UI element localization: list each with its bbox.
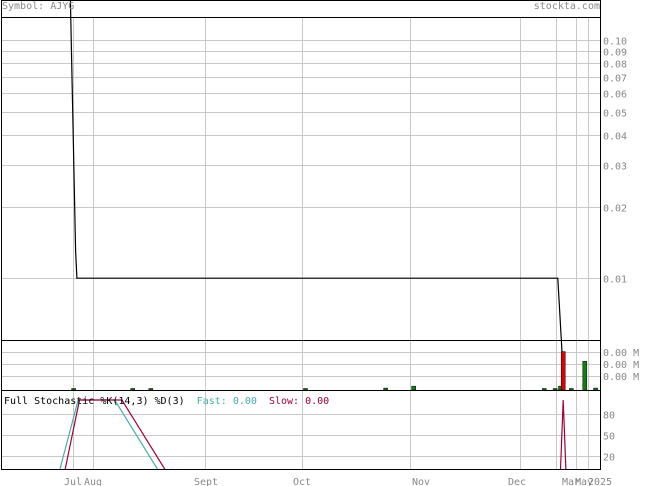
price-tick-label: 0.01 <box>603 275 627 286</box>
price-tick-label: 0.09 <box>603 48 627 59</box>
stochastic-legend: Full Stochastic %K(14,3) %D(3) Fast: 0.0… <box>4 396 329 407</box>
price-line <box>69 0 564 373</box>
stoch-line-fast <box>59 399 566 470</box>
x-axis-label: May <box>575 477 593 486</box>
x-axis-label: Aug <box>84 477 102 486</box>
x-axis-label: 2025 <box>588 477 612 486</box>
volume-tick-label: 0.00 M <box>603 360 639 371</box>
volume-tick-label: 0.00 M <box>603 372 639 383</box>
slow-value: 0.00 <box>305 396 330 407</box>
stoch-tick-label: 50 <box>603 432 615 443</box>
volume-bar-5 <box>411 385 416 391</box>
price-tick-label: 0.06 <box>603 90 627 101</box>
stoch-line-slow <box>64 399 567 470</box>
x-axis-label: Sept <box>194 477 218 486</box>
x-axis-label: Oct <box>293 477 311 486</box>
volume-bar-11 <box>582 360 588 391</box>
stochastic-title: Full Stochastic %K(14,3) %D(3) <box>4 396 185 407</box>
volume-bar-10 <box>569 388 574 391</box>
volume-bar-12 <box>593 387 598 391</box>
price-tick-label: 0.10 <box>603 37 627 48</box>
stoch-tick-label: 80 <box>603 411 615 422</box>
volume-bar-0 <box>71 388 76 391</box>
volume-bar-4 <box>383 387 388 391</box>
volume-bar-6 <box>542 388 547 391</box>
price-tick-label: 0.05 <box>603 109 627 120</box>
x-axis-label: Nov <box>412 477 430 486</box>
symbol-value: AJYG <box>50 1 75 12</box>
volume-bar-9 <box>560 351 566 391</box>
price-tick-label: 0.03 <box>603 162 627 173</box>
symbol-label: Symbol: AJYG <box>2 1 75 12</box>
price-tick-label: 0.08 <box>603 60 627 71</box>
site-name: stockta.com <box>533 1 600 12</box>
price-tick-label: 0.04 <box>603 132 627 143</box>
outer-frame <box>1 0 601 470</box>
x-axis-label: Mar <box>562 477 580 486</box>
slow-label: Slow: <box>268 396 300 407</box>
price-tick-label: 0.07 <box>603 74 627 85</box>
stoch-tick-label: 20 <box>603 453 615 464</box>
volume-tick-label: 0.00 M <box>603 348 639 359</box>
volume-bar-1 <box>130 388 135 391</box>
x-axis-label: Dec <box>508 477 526 486</box>
volume-bar-3 <box>303 388 308 391</box>
fast-label: Fast: <box>196 396 227 407</box>
price-tick-label: 0.02 <box>603 204 627 215</box>
volume-bar-7 <box>552 388 558 391</box>
fast-value: 0.00 <box>232 396 257 407</box>
x-axis-label: Jul <box>64 477 82 486</box>
volume-bar-2 <box>148 388 154 391</box>
